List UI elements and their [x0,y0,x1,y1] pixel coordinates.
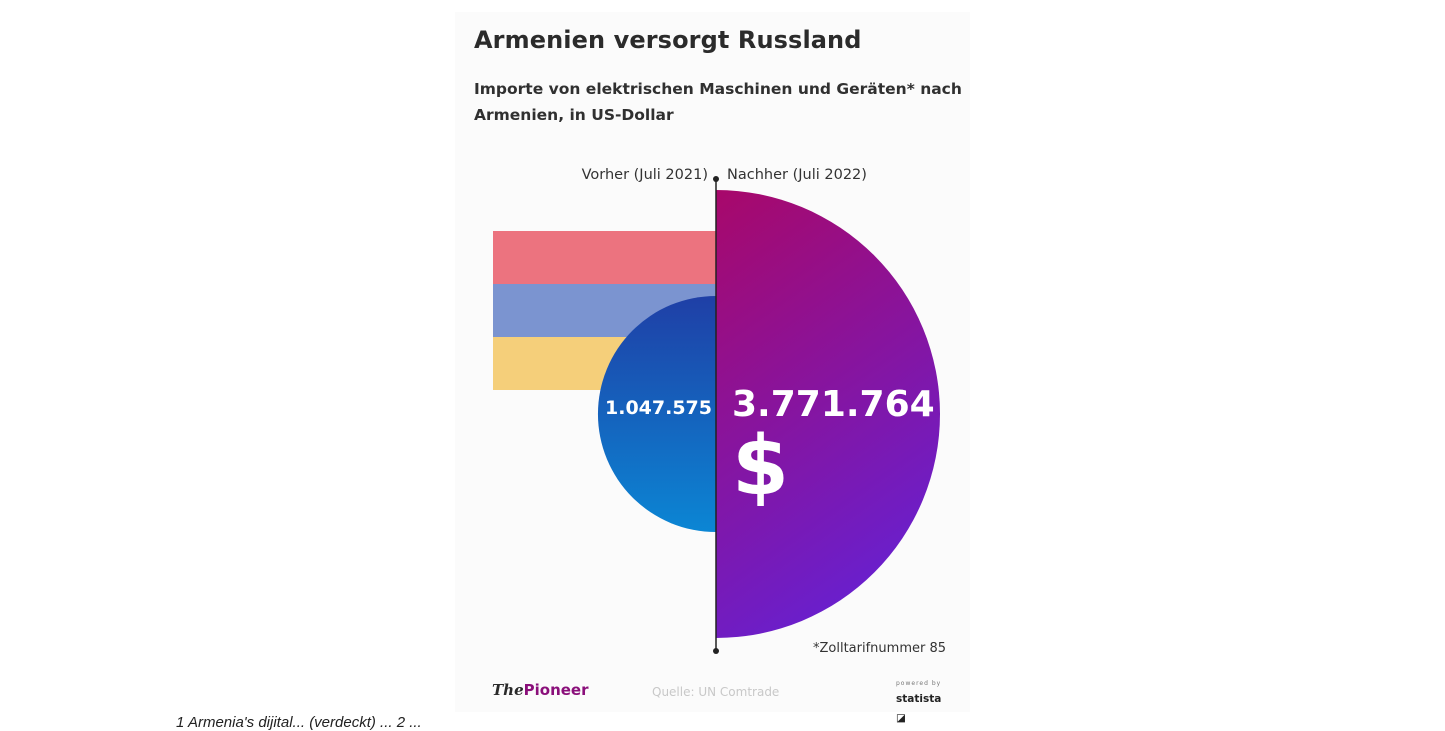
legend-before: Vorher (Juli 2021) [582,167,708,183]
value-label-after: 3.771.764 [732,384,935,425]
value-label-before: 1.047.575 [605,397,712,419]
semicircle-after [716,190,940,638]
statista-label: statista [896,693,942,705]
brand-prefix: The [492,681,524,699]
brand-logo: ThePioneer [492,681,589,699]
video-caption: 1 Armenia's dijital... (verdeckt) ... 2 … [176,714,422,731]
dollar-symbol: $ [732,419,789,514]
divider-dot-bottom [713,648,719,654]
chart-title: Armenien versorgt Russland [474,26,862,54]
legend-after: Nachher (Juli 2022) [727,167,867,183]
brand-name: Pioneer [523,681,589,699]
statista-icon: ◪ [896,712,906,724]
source-label: Quelle: UN Comtrade [652,685,780,699]
statista-logo: powered by statista ◪ [896,680,956,725]
chart-subtitle: Importe von elektrischen Maschinen und G… [474,80,962,124]
divider-dot-top [713,176,719,182]
flag-stripe-red [493,231,716,284]
footnote: *Zolltarifnummer 85 [813,641,947,656]
powered-by-label: powered by [896,680,942,687]
semicircle-before [597,295,716,533]
